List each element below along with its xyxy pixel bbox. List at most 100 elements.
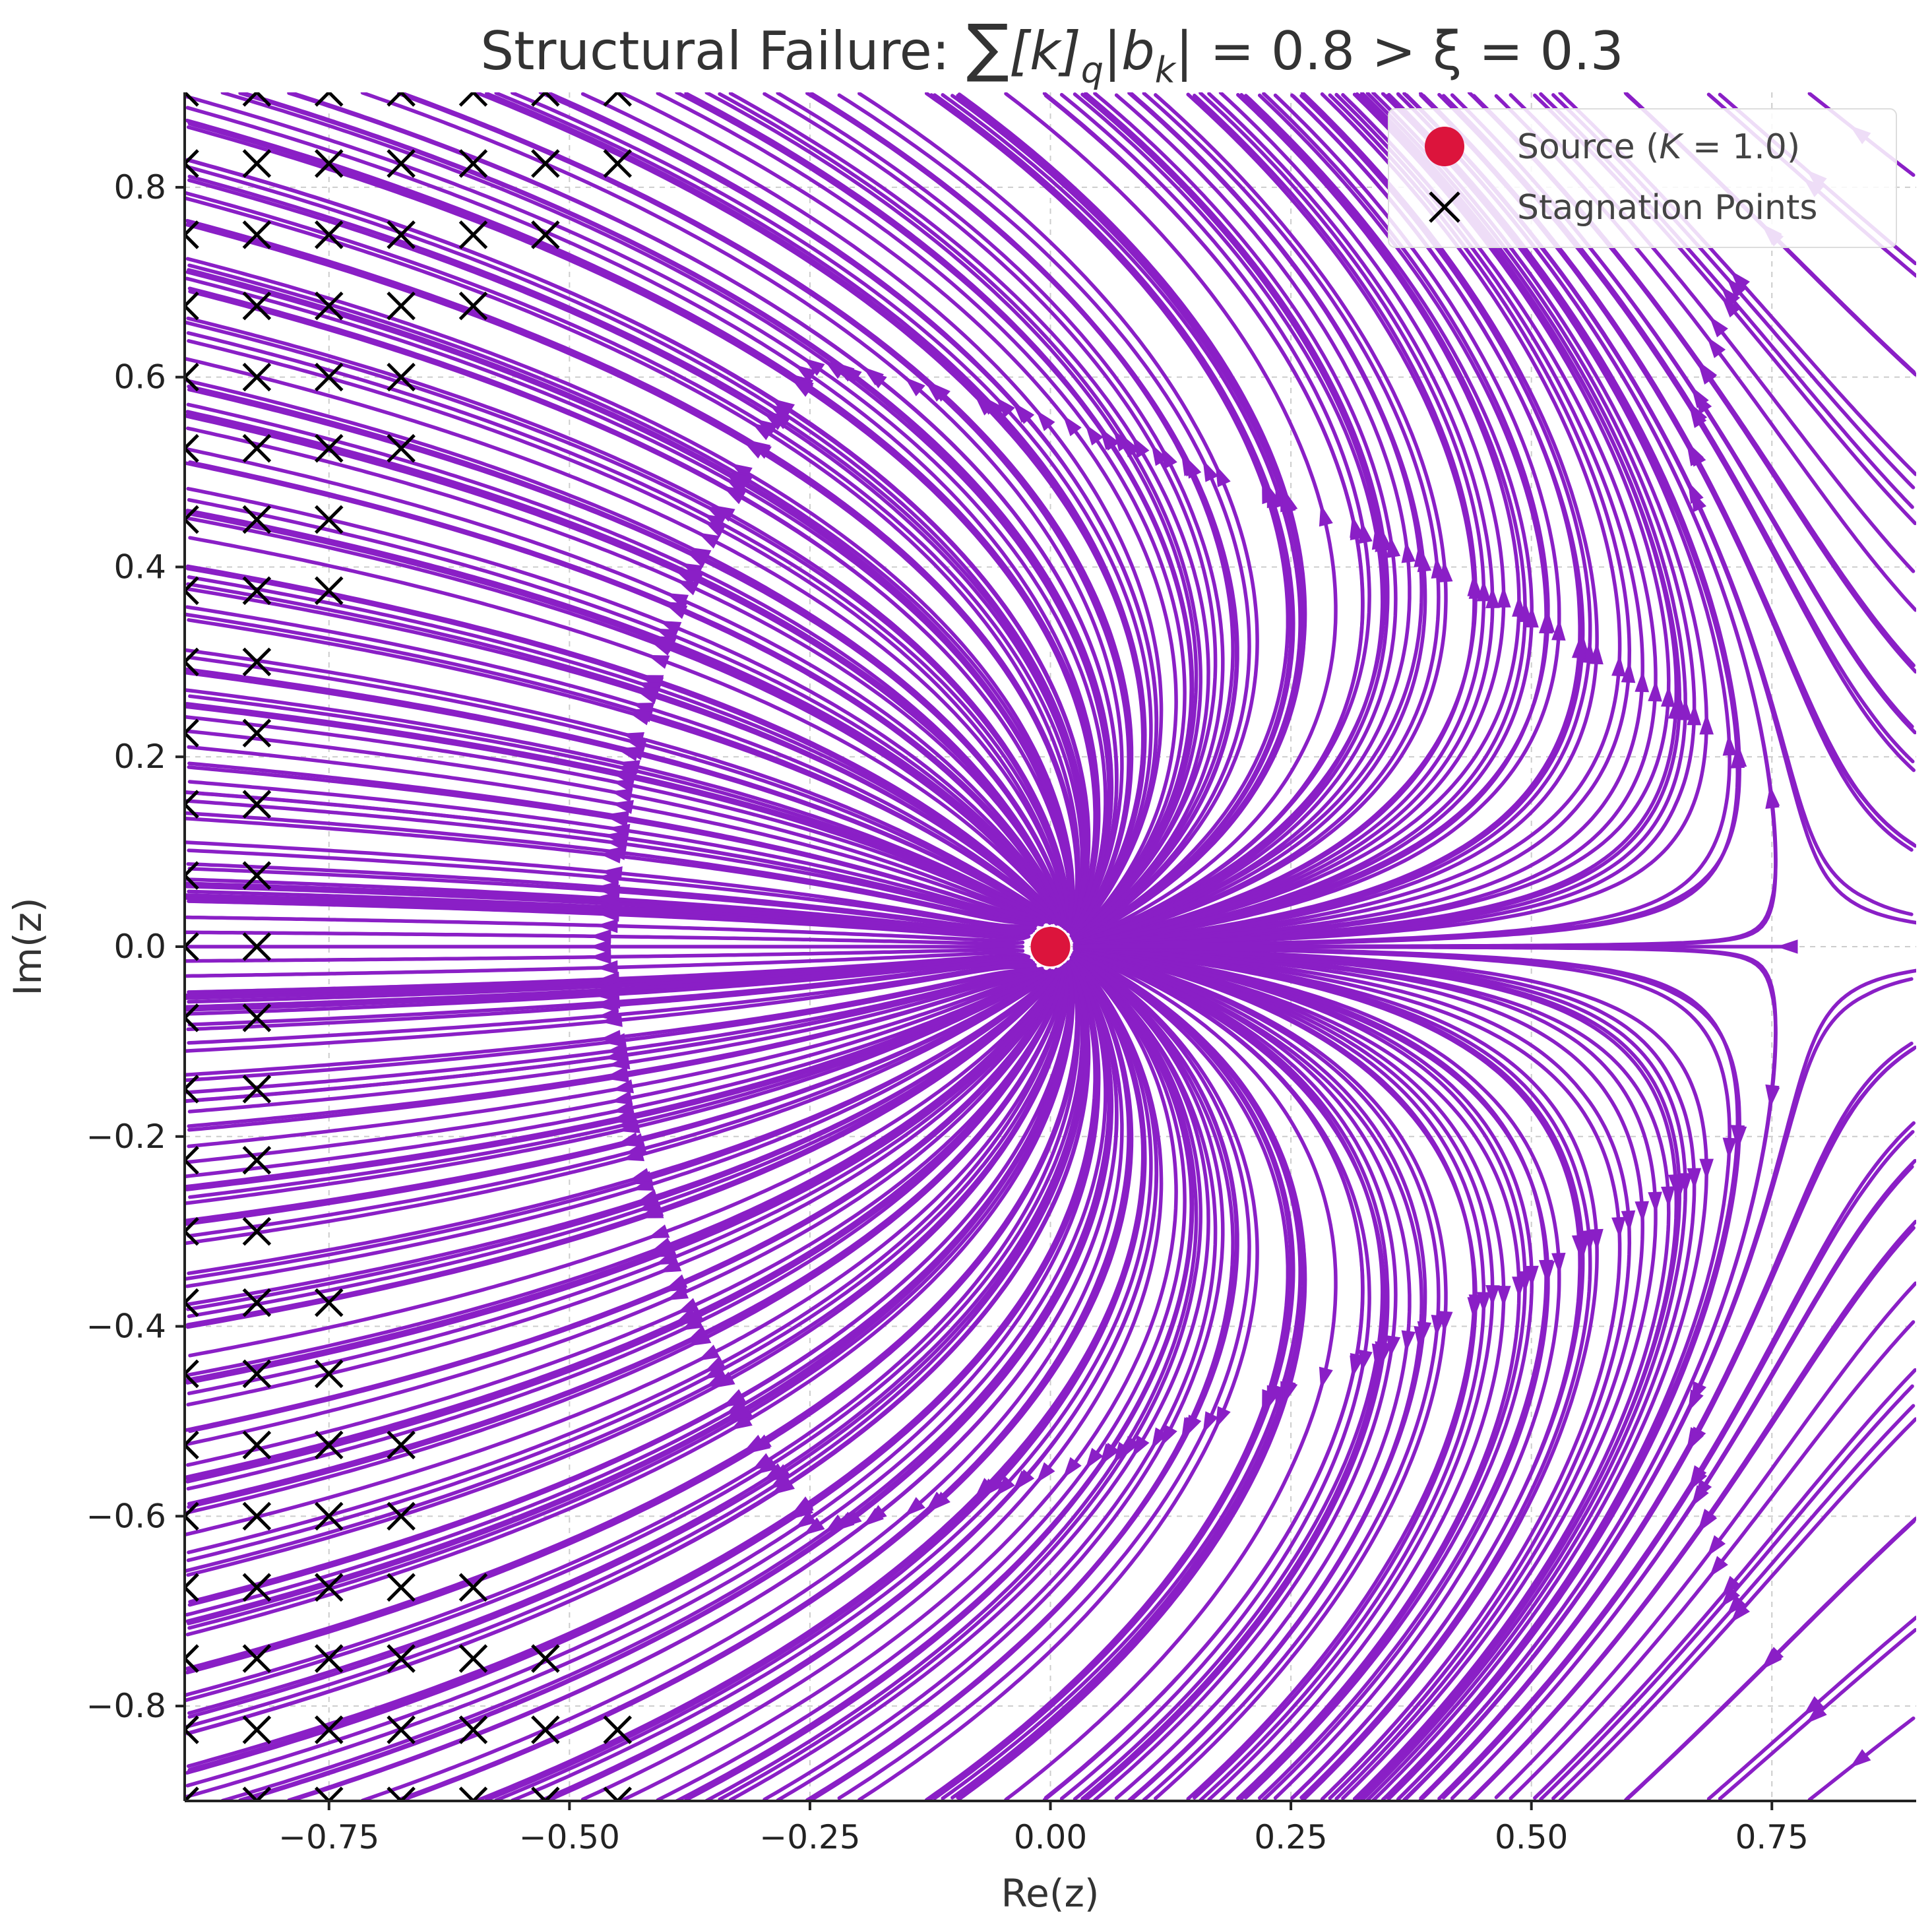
stagnation-point <box>458 1573 488 1602</box>
stagnation-point <box>185 220 199 249</box>
stagnation-point <box>185 1786 199 1801</box>
title-sum-symbol: ∑ <box>966 11 1009 84</box>
stream-arrow <box>1181 453 1197 476</box>
legend-stagnation-marker <box>1429 191 1460 223</box>
stream-arrow <box>1726 1594 1746 1616</box>
stagnation-point <box>314 1430 344 1460</box>
stream-arrow <box>1765 786 1780 809</box>
stream-arrow <box>1698 1509 1716 1530</box>
stream-arrow <box>1122 435 1140 458</box>
y-tick-label: 0.6 <box>113 358 166 396</box>
y-tick-label: −0.8 <box>86 1687 166 1725</box>
stream-arrow <box>1132 436 1150 458</box>
stream-arrow <box>610 1090 633 1105</box>
stream-arrow <box>904 377 925 396</box>
stagnation-point <box>314 92 344 107</box>
legend-stagnation-label: Stagnation Points <box>1517 188 1817 228</box>
stream-arrow <box>1485 586 1500 608</box>
stream-arrow <box>655 628 678 643</box>
stream-arrow <box>1648 1191 1662 1214</box>
stagnation-point <box>185 433 199 463</box>
stagnation-point <box>458 291 488 321</box>
stagnation-point <box>185 149 199 178</box>
title-q-subscript: q <box>1081 49 1104 91</box>
stagnation-point <box>242 92 272 107</box>
stream-arrow <box>1477 579 1491 602</box>
x-tick-label: −0.50 <box>519 1818 620 1856</box>
stream-arrow <box>652 1240 675 1255</box>
stream-arrow <box>825 360 846 379</box>
stream-arrow <box>1417 550 1432 573</box>
stream-arrow <box>833 1513 855 1532</box>
stream-arrow <box>606 813 629 828</box>
stream-arrow <box>722 486 745 503</box>
stream-arrow <box>1282 491 1296 515</box>
stream-arrow <box>594 892 616 906</box>
stream-arrow <box>1722 1137 1737 1160</box>
stagnation-point <box>185 505 199 534</box>
legend: Source (K = 1.0) Stagnation Points <box>1388 108 1897 248</box>
stagnation-point <box>387 433 416 463</box>
stream-arrow <box>1709 316 1728 338</box>
stagnation-point <box>314 220 344 249</box>
title-k-subscript: k <box>1155 49 1177 91</box>
stagnation-point <box>242 1145 272 1175</box>
stream-arrow <box>1687 1168 1702 1190</box>
stream-arrow <box>1358 521 1373 544</box>
stream-arrow <box>1661 1186 1675 1208</box>
stream-arrow <box>703 1363 726 1379</box>
stream-arrow <box>1688 481 1704 504</box>
stream-arrow <box>1113 1441 1131 1464</box>
stream-arrow <box>621 1147 644 1162</box>
stream-arrow <box>925 382 947 402</box>
stagnation-point <box>185 1573 199 1602</box>
stream-arrow <box>1386 536 1401 558</box>
legend-source-label: Source (K = 1.0) <box>1517 127 1800 167</box>
stream-arrow <box>1085 1447 1104 1470</box>
stream-arrow <box>1678 699 1693 720</box>
stream-arrow <box>1732 745 1747 767</box>
stream-arrow <box>1284 1380 1298 1403</box>
stagnation-point <box>387 149 416 178</box>
stagnation-point <box>387 1644 416 1673</box>
stagnation-point <box>531 92 560 107</box>
stream-arrow <box>604 846 627 860</box>
stream-arrow <box>1687 1429 1704 1452</box>
stream-arrow <box>1319 1366 1333 1389</box>
stagnation-point <box>185 1075 199 1104</box>
stagnation-point <box>314 1573 344 1602</box>
stagnation-point <box>458 1786 488 1801</box>
stream-arrow <box>589 939 611 954</box>
stagnation-point <box>185 362 199 392</box>
stream-arrow <box>1776 939 1798 954</box>
stream-arrow <box>617 1119 640 1133</box>
stream-arrow <box>1722 734 1737 756</box>
stagnation-point <box>185 1288 199 1317</box>
stream-arrow <box>1266 1385 1281 1408</box>
stream-arrow <box>985 1475 1005 1496</box>
legend-source-marker <box>1425 127 1464 166</box>
chart-title: Structural Failure: ∑[k]q|bk| = 0.8 > ξ … <box>480 11 1623 91</box>
stagnation-point <box>242 1003 272 1032</box>
stream-arrow <box>1014 1469 1035 1490</box>
stream-arrow <box>865 369 887 389</box>
stream-arrow <box>722 1391 745 1408</box>
stream-arrow <box>637 687 660 701</box>
stagnation-point <box>242 861 272 890</box>
stagnation-point <box>185 790 199 819</box>
stream-arrow <box>597 1007 619 1022</box>
stagnation-point <box>242 1288 272 1317</box>
stagnation-point <box>242 576 272 606</box>
stream-arrow <box>1688 1389 1704 1412</box>
stream-arrow <box>1160 1424 1177 1447</box>
y-tick-label: −0.4 <box>86 1308 166 1346</box>
stagnation-point <box>387 291 416 321</box>
stagnation-point <box>242 220 272 249</box>
stream-arrow <box>1721 1575 1741 1597</box>
stream-arrow <box>1806 1704 1827 1724</box>
stagnation-point <box>242 1430 272 1460</box>
stagnation-point <box>242 790 272 819</box>
stream-arrow <box>1014 403 1035 424</box>
legend-source-prefix: Source ( <box>1517 127 1659 167</box>
